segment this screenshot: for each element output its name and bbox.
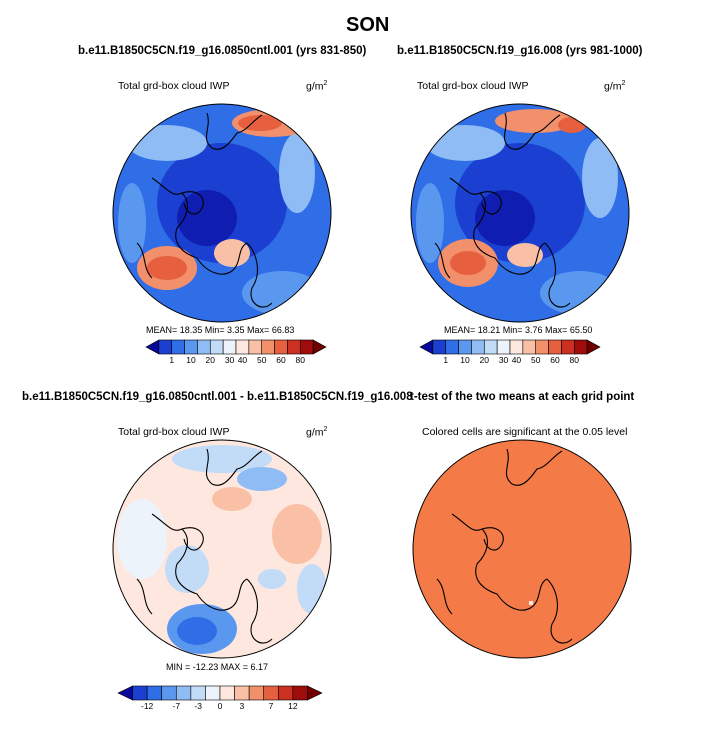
panel-3-colorbar-tick: -7 [172,701,181,711]
panel-3-colorbar-swatch-5 [190,685,206,701]
panel-3-colorbar-swatch-2 [146,685,163,701]
panel-2-colorbar-swatch-11 [561,339,575,355]
panel-2-variable-label: Total grd-box cloud IWP [417,80,529,92]
panel-4-title: t-test of the two means at each grid poi… [410,391,635,403]
panel-1-stats: MEAN= 18.35 Min= 3.35 Max= 66.83 [146,325,295,335]
panel-2-colorbar-swatch-0 [419,339,434,355]
panel-2-colorbar-swatch-3 [458,339,472,355]
panel-2-colorbar-tick: 80 [569,355,580,365]
panel-1-colorbar-swatch-0 [145,339,160,355]
panel-1-colorbar-swatch-3 [184,339,198,355]
panel-3-stats: MIN = -12.23 MAX = 6.17 [166,662,269,672]
panel-3-colorbar-swatch-1 [132,685,148,701]
panel-2-colorbar-tick: 60 [550,355,560,365]
panel-3-units-label: g/m2 [306,426,328,439]
panel-2-colorbar-swatch-8 [522,339,537,355]
panel-2-colorbar-swatch-6 [496,339,511,355]
panel-3-variable-label: Total grd-box cloud IWP [118,426,230,438]
panel-3-colorbar-swatch-13 [307,685,323,701]
panel-1-colorbar-tick: 30 [224,355,235,365]
panel-3-colorbar-tick: 0 [217,701,223,711]
panel-1-colorbar-tick: 40 [237,355,248,365]
panel-2-colorbar-swatch-1 [432,339,447,355]
panel-1-colorbar-tick: 20 [205,355,216,365]
panel-1-units-label: g/m2 [306,80,328,93]
panel-2-colorbar-tick: 40 [511,355,522,365]
panel-2-stats: MEAN= 18.21 Min= 3.76 Max= 65.50 [444,325,593,335]
panel-1-colorbar [145,339,327,355]
panel-1-colorbar-swatch-1 [158,339,173,355]
panel-3-colorbar-swatch-11 [277,685,294,701]
panel-1-colorbar-swatch-12 [299,339,314,355]
panel-1-colorbar-tick: 10 [186,355,196,365]
panel-3-colorbar-swatch-9 [248,685,265,701]
panel-3-colorbar-tick: -12 [140,701,154,711]
panel-2-colorbar-swatch-2 [445,339,459,355]
panel-1-colorbar-ticks: 1 10 20 30 40 50 60 80 [146,355,326,367]
panel-2-colorbar [419,339,601,355]
panel-1-map [112,103,332,323]
panel-3-colorbar-swatch-6 [205,685,221,701]
panel-3-colorbar-swatch-3 [161,685,177,701]
panel-1-colorbar-tick: 50 [256,355,267,365]
panel-3-colorbar-tick: 12 [288,701,298,711]
panel-2-colorbar-tick: 30 [498,355,509,365]
panel-1-colorbar-tick: 1 [169,355,175,365]
panel-3-colorbar-tick: 7 [268,701,274,711]
panel-2-colorbar-swatch-4 [471,339,485,355]
panel-4-map [412,439,632,659]
panel-1-colorbar-swatch-13 [312,339,327,355]
panel-2-colorbar-ticks: 1 10 20 30 40 50 60 80 [420,355,600,367]
panel-2-colorbar-swatch-12 [573,339,588,355]
panel-3-title: b.e11.B1850C5CN.f19_g16.0850cntl.001 - b… [22,391,413,403]
panel-1-colorbar-swatch-5 [209,339,224,355]
panel-3-colorbar-swatch-0 [117,685,133,701]
panel-2-units-label: g/m2 [604,80,626,93]
panel-1-colorbar-tick: 80 [295,355,306,365]
panel-1-colorbar-swatch-10 [274,339,288,355]
panel-3-colorbar-swatch-8 [234,685,250,701]
panel-2-colorbar-tick: 1 [443,355,449,365]
panel-2-colorbar-swatch-9 [535,339,549,355]
panel-1-colorbar-swatch-6 [222,339,237,355]
panel-2-colorbar-swatch-5 [483,339,498,355]
panel-1-variable-label: Total grd-box cloud IWP [118,80,230,92]
panel-3-colorbar-tick: -3 [194,701,202,711]
panel-3-colorbar-tick: 3 [239,701,245,711]
panel-2-colorbar-tick: 50 [530,355,541,365]
panel-3-colorbar-ticks: -12 -7 -3 0 3 7 12 [118,701,322,713]
panel-1-title: b.e11.B1850C5CN.f19_g16.0850cntl.001 (yr… [78,45,367,57]
panel-2-map [410,103,630,323]
panel-1-colorbar-swatch-2 [171,339,185,355]
panel-3-colorbar-swatch-12 [292,685,308,701]
page-title: SON [346,14,390,36]
panel-2-colorbar-swatch-13 [586,339,601,355]
panel-1-colorbar-swatch-7 [235,339,250,355]
panel-3-colorbar-swatch-7 [219,685,235,701]
panel-2-colorbar-tick: 10 [460,355,470,365]
panel-1-colorbar-swatch-4 [197,339,211,355]
panel-2-title: b.e11.B1850C5CN.f19_g16.008 (yrs 981-100… [397,45,643,57]
panel-3-colorbar-swatch-4 [175,685,192,701]
panel-1-colorbar-tick: 60 [276,355,286,365]
panel-3-map [112,439,332,659]
panel-4-variable-label: Colored cells are significant at the 0.0… [422,426,628,438]
panel-3-colorbar-swatch-10 [263,685,279,701]
panel-3-colorbar [117,685,323,701]
panel-2-colorbar-tick: 20 [479,355,490,365]
panel-2-colorbar-swatch-10 [548,339,562,355]
panel-2-colorbar-swatch-7 [509,339,524,355]
panel-1-colorbar-swatch-8 [248,339,263,355]
panel-1-colorbar-swatch-11 [287,339,301,355]
panel-1-colorbar-swatch-9 [261,339,275,355]
